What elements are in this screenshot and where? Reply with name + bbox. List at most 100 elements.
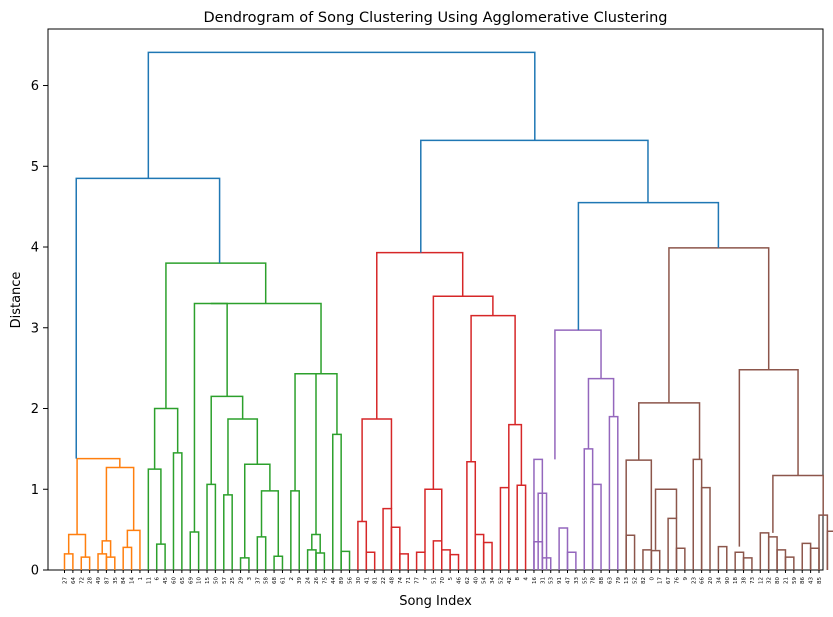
leaf-label: 0 bbox=[649, 577, 655, 581]
dendrogram-link bbox=[554, 329, 602, 460]
leaf-label: 58 bbox=[264, 577, 270, 584]
dendrogram-link bbox=[499, 486, 510, 570]
leaf-label: 68 bbox=[272, 577, 278, 584]
leaf-label: 61 bbox=[280, 577, 286, 584]
dendrogram-link bbox=[126, 529, 141, 570]
dendrogram-link bbox=[826, 530, 833, 570]
leaf-label: 55 bbox=[582, 577, 588, 584]
chart-title: Dendrogram of Song Clustering Using Aggl… bbox=[204, 10, 668, 26]
leaf-label: 51 bbox=[431, 577, 437, 584]
dendrogram-link bbox=[361, 418, 393, 522]
leaf-label: 26 bbox=[314, 577, 320, 584]
leaf-label: 33 bbox=[574, 577, 580, 584]
dendrogram-link bbox=[63, 553, 74, 570]
dendrogram-link bbox=[75, 177, 221, 459]
leaf-label: 72 bbox=[79, 577, 85, 584]
dendrogram-link bbox=[424, 488, 443, 553]
leaf-label: 20 bbox=[708, 577, 714, 584]
dendrogram-link bbox=[654, 488, 678, 550]
dendrogram-link bbox=[172, 452, 183, 570]
leaf-label: 66 bbox=[700, 577, 706, 584]
leaf-label: 47 bbox=[566, 577, 572, 584]
dendrogram-link bbox=[675, 547, 686, 570]
dendrogram-link bbox=[382, 507, 393, 570]
leaf-label: 69 bbox=[188, 577, 194, 584]
dendrogram-link bbox=[376, 251, 464, 420]
leaf-label: 27 bbox=[63, 577, 69, 584]
leaf-label: 90 bbox=[725, 577, 731, 584]
leaf-label: 64 bbox=[71, 577, 77, 584]
dendrogram-link bbox=[650, 549, 661, 570]
leaf-label: 73 bbox=[750, 577, 756, 584]
dendrogram-link bbox=[449, 553, 460, 570]
dendrogram-link bbox=[577, 201, 720, 331]
dendrogram-link bbox=[189, 531, 200, 570]
leaf-label: 38 bbox=[742, 577, 748, 584]
leaf-label: 37 bbox=[255, 577, 261, 584]
leaf-label: 88 bbox=[599, 577, 605, 584]
dendrogram-link bbox=[306, 549, 317, 570]
leaf-label: 11 bbox=[146, 577, 152, 584]
leaf-label: 29 bbox=[239, 577, 245, 584]
y-axis-ticks: 0 1 2 3 4 5 6 bbox=[31, 79, 48, 579]
plot-frame bbox=[47, 28, 824, 571]
leaf-label: 3 bbox=[247, 577, 253, 581]
dendrogram-link bbox=[508, 423, 523, 488]
leaf-label: 14 bbox=[130, 577, 136, 584]
dendrogram-link bbox=[432, 540, 443, 570]
leaf-label: 2 bbox=[289, 577, 295, 581]
dendrogram-link bbox=[415, 551, 426, 570]
dendrogram-link bbox=[700, 486, 711, 570]
leaf-label: 39 bbox=[297, 577, 303, 584]
dendrogram-link bbox=[772, 474, 824, 533]
dendrogram-link bbox=[305, 373, 338, 435]
leaf-label: 79 bbox=[616, 577, 622, 584]
leaf-label: 5 bbox=[448, 577, 454, 581]
dendrogram-link bbox=[332, 433, 342, 570]
leaf-label: 17 bbox=[658, 577, 664, 584]
leaf-label: 46 bbox=[457, 577, 463, 584]
dendrogram-link bbox=[432, 295, 494, 490]
leaf-label: 13 bbox=[624, 577, 630, 584]
dendrogram-link bbox=[466, 461, 477, 570]
leaf-label: 78 bbox=[591, 577, 597, 584]
leaf-label: 50 bbox=[213, 577, 219, 584]
dendrogram-link bbox=[668, 247, 770, 403]
dendrogram-link bbox=[122, 546, 133, 570]
leaf-label: 52 bbox=[633, 577, 639, 584]
leaf-label: 49 bbox=[96, 577, 102, 584]
leaf-label: 9 bbox=[683, 577, 689, 581]
leaf-label: 62 bbox=[465, 577, 471, 584]
y-tick-label: 0 bbox=[31, 564, 39, 579]
leaf-label: 28 bbox=[88, 577, 94, 584]
dendrogram-link bbox=[583, 448, 594, 570]
dendrogram-link bbox=[365, 551, 376, 570]
dendrogram-link bbox=[210, 395, 244, 485]
leaf-label: 53 bbox=[549, 577, 555, 584]
y-axis-label: Distance bbox=[9, 272, 24, 329]
leaf-label: 63 bbox=[607, 577, 613, 584]
leaf-label: 12 bbox=[758, 577, 764, 584]
leaf-label: 35 bbox=[113, 577, 119, 584]
leaf-label: 25 bbox=[230, 577, 236, 584]
dendrogram-link bbox=[80, 556, 91, 570]
dendrogram-link bbox=[294, 373, 317, 535]
dendrogram-link bbox=[97, 553, 108, 570]
leaf-label: 40 bbox=[473, 577, 479, 584]
y-tick-label: 2 bbox=[31, 402, 39, 417]
dendrogram-link bbox=[516, 484, 527, 570]
leaf-label: 8 bbox=[515, 577, 521, 581]
leaf-label: 44 bbox=[331, 577, 337, 584]
leaf-label: 86 bbox=[800, 577, 806, 584]
leaf-label: 16 bbox=[532, 577, 538, 584]
dendrogram-link bbox=[474, 533, 485, 570]
leaf-label: 42 bbox=[507, 577, 513, 584]
dendrogram-link bbox=[809, 547, 820, 570]
dendrogram-link bbox=[776, 549, 787, 570]
dendrogram-link bbox=[420, 139, 649, 253]
dendrogram-link bbox=[147, 51, 536, 179]
dendrogram-link bbox=[399, 553, 409, 570]
leaf-label: 21 bbox=[783, 577, 789, 584]
leaf-label: 41 bbox=[364, 577, 370, 584]
